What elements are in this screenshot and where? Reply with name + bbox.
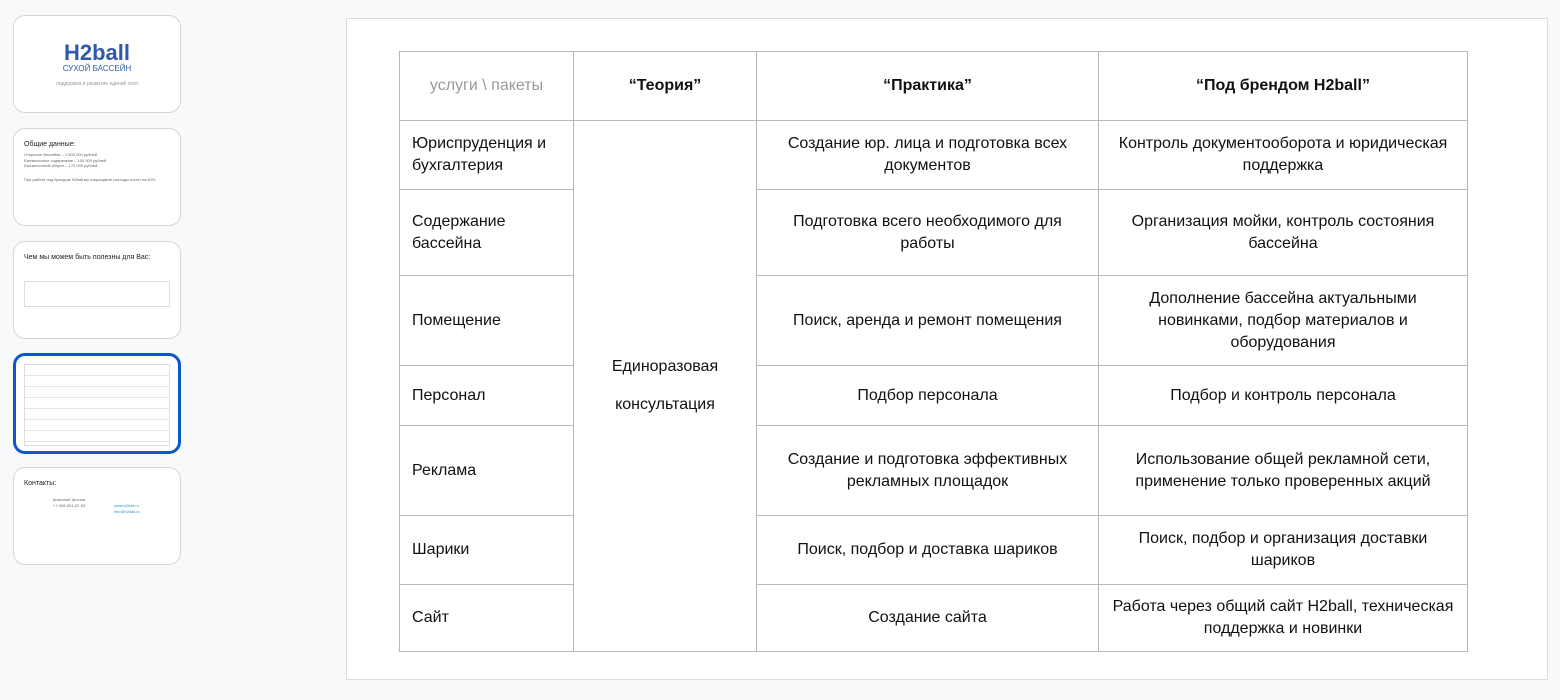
corner-header: услуги \ пакеты: [399, 51, 574, 121]
header-practice: “Практика”: [756, 51, 1099, 121]
brand-cell: Поиск, подбор и организация доставки шар…: [1098, 515, 1468, 585]
service-cell: Юриспруденция и бухгалтерия: [399, 120, 574, 190]
logo: H2ball: [63, 40, 131, 65]
slide-thumbnail-3[interactable]: Чем мы можем быть полезны для Вас:: [13, 241, 181, 339]
table-row: Шарики Поиск, подбор и доставка шариков …: [399, 515, 1468, 585]
thumb-line: Ежемесячное содержание – 130 000 рублей: [24, 157, 107, 163]
brand-cell: Подбор и контроль персонала: [1098, 365, 1468, 426]
table-row: Помещение Поиск, аренда и ремонт помещен…: [399, 275, 1468, 366]
thumb-link: www.h2ball.ru: [114, 503, 139, 508]
header-theory: “Теория”: [573, 51, 757, 121]
header-brand: “Под брендом H2ball”: [1098, 51, 1468, 121]
services-table: услуги \ пакеты “Теория” “Практика” “Под…: [399, 51, 1468, 652]
thumb-table: [24, 364, 170, 446]
brand-cell: Дополнение бассейна актуальными новинкам…: [1098, 275, 1468, 366]
practice-cell: Создание и подготовка эффективных реклам…: [756, 425, 1099, 516]
brand-cell: Работа через общий сайт H2ball, техничес…: [1098, 584, 1468, 652]
slide-thumbnail-4-selected[interactable]: [13, 353, 181, 454]
thumb-contact: Анатолий Шостак: [52, 497, 86, 502]
theory-merged-cell: Единоразовая консультация: [573, 120, 757, 652]
slide-thumbnail-2[interactable]: Общие данные: Открытие бассейна – 1 500 …: [13, 128, 181, 226]
thumb-title: Общие данные:: [24, 141, 76, 148]
practice-cell: Поиск, подбор и доставка шариков: [756, 515, 1099, 585]
brand-cell: Использование общей рекламной сети, прим…: [1098, 425, 1468, 516]
practice-cell: Подбор персонала: [756, 365, 1099, 426]
table-row: Содержание бассейна Подготовка всего нео…: [399, 189, 1468, 276]
thumb-line: Открытие бассейна – 1 500 000 рублей: [24, 152, 97, 157]
slide-thumbnail-5[interactable]: Контакты: Анатолий Шостак +7-926-001-67-…: [13, 467, 181, 565]
table-row: Сайт Создание сайта Работа через общий с…: [399, 584, 1468, 652]
logo-subtitle: СУХОЙ БАССЕЙН: [62, 64, 132, 73]
service-cell: Реклама: [399, 425, 574, 516]
brand-cell: Контроль документооборота и юридическая …: [1098, 120, 1468, 190]
practice-cell: Подготовка всего необходимого для работы: [756, 189, 1099, 276]
service-cell: Персонал: [399, 365, 574, 426]
table-row: Юриспруденция и бухгалтерия Единоразовая…: [399, 120, 1468, 652]
practice-cell: Создание сайта: [756, 584, 1099, 652]
service-cell: Шарики: [399, 515, 574, 585]
table-row: Реклама Создание и подготовка эффективны…: [399, 425, 1468, 516]
thumb-table: [24, 281, 170, 307]
practice-cell: Поиск, аренда и ремонт помещения: [756, 275, 1099, 366]
thumb-subtitle: поддержка и развитие единой сети: [56, 81, 138, 87]
slide-canvas[interactable]: услуги \ пакеты “Теория” “Практика” “Под…: [346, 18, 1548, 680]
thumb-contact: +7-926-001-67-53: [52, 502, 86, 508]
thumb-link: info@h2ball.ru: [114, 508, 140, 514]
service-cell: Помещение: [399, 275, 574, 366]
table-header-row: услуги \ пакеты “Теория” “Практика” “Под…: [399, 51, 1468, 121]
thumb-line: При работе под брендом H2ball вы сокраща…: [24, 176, 156, 182]
thumb-title: Контакты:: [24, 480, 57, 487]
thumb-title: Чем мы можем быть полезны для Вас:: [24, 254, 151, 261]
thumb-line: Ежемесячный оборот – 170 000 рублей: [24, 163, 98, 168]
service-cell: Сайт: [399, 584, 574, 652]
service-cell: Содержание бассейна: [399, 189, 574, 276]
practice-cell: Создание юр. лица и подготовка всех доку…: [756, 120, 1099, 190]
slide-thumbnail-1[interactable]: H2ball СУХОЙ БАССЕЙН поддержка и развити…: [13, 15, 181, 113]
table-row: Персонал Подбор персонала Подбор и контр…: [399, 365, 1468, 426]
brand-cell: Организация мойки, контроль состояния ба…: [1098, 189, 1468, 276]
